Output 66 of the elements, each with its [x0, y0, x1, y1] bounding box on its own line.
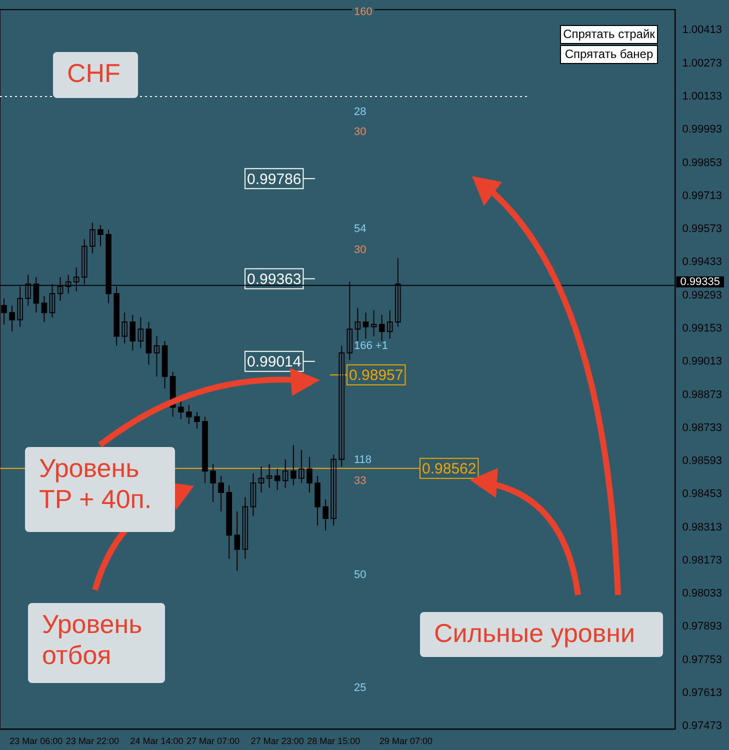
y-tick-label: 0.97893: [682, 620, 722, 633]
y-tick-label: 1.00273: [682, 57, 722, 70]
y-tick-label: 0.98313: [682, 521, 722, 534]
annotation: 30: [354, 244, 366, 256]
candlestick: [266, 464, 272, 488]
y-tick-label: 1.00133: [682, 90, 722, 103]
y-tick-label: 0.98873: [682, 388, 722, 401]
annotation: 30: [354, 126, 366, 138]
y-tick-label: 0.97753: [682, 654, 722, 666]
annotation: Сильные уровни: [420, 612, 663, 657]
candlestick: [354, 307, 361, 342]
candlestick: [250, 473, 256, 517]
candlestick: [122, 312, 128, 344]
annotation: 33: [354, 475, 366, 488]
annotation: 54: [354, 223, 366, 236]
ref-line-label: 0.98957: [349, 366, 404, 384]
candlestick: [386, 310, 393, 340]
annotation: 118: [354, 454, 372, 466]
annotation: 28: [354, 106, 366, 118]
candlestick: [90, 222, 96, 254]
ref-line-label: 0.99786: [247, 170, 302, 188]
y-tick-label: 0.99713: [682, 190, 722, 202]
y-tick-label: 0.99293: [682, 289, 722, 302]
annotation: 160: [354, 6, 372, 18]
candlestick: [242, 496, 248, 560]
y-tick-label: 0.97473: [682, 720, 722, 732]
annotation: 50: [354, 569, 366, 582]
x-tick-label: 24 Mar 14:00: [130, 736, 184, 746]
candlestick: [330, 454, 337, 526]
y-tick-label: 0.97613: [682, 687, 722, 700]
x-tick-label: 29 Mar 07:00: [379, 736, 432, 746]
annotation: 166 +1: [354, 340, 388, 352]
x-tick-label: 27 Mar 23:00: [250, 736, 304, 746]
x-tick-label: 28 Mar 15:00: [307, 736, 360, 746]
candlestick: [298, 449, 304, 484]
candlestick: [138, 316, 144, 349]
candlestick: [258, 466, 264, 493]
y-tick-label: 0.99433: [682, 256, 722, 268]
candlestick: [282, 458, 288, 488]
annotation: 25: [354, 682, 366, 694]
ref-line-label: 0.99014: [247, 353, 302, 370]
x-tick-label: 23 Mar 06:00: [10, 736, 63, 746]
y-tick-label: 0.98593: [682, 455, 722, 468]
y-tick-label: 0.99993: [682, 124, 722, 136]
y-tick-label: 0.99853: [682, 156, 722, 169]
x-tick-label: 23 Mar 22:00: [66, 736, 119, 746]
y-tick-label: 1.00413: [682, 24, 722, 36]
candlestick: [338, 345, 345, 467]
ref-line-label: 0.99335: [680, 276, 720, 288]
annotation: CHF: [53, 52, 138, 98]
ref-line-label: 0.99363: [247, 270, 302, 288]
ref-line-label: 0.98562: [422, 460, 476, 478]
candlestick: [370, 310, 377, 337]
y-tick-label: 0.98173: [682, 554, 722, 566]
annotation: Уровень отбоя: [28, 603, 165, 683]
annotation: Уровень TP + 40п.: [25, 447, 175, 532]
y-tick-label: 0.99013: [682, 356, 722, 368]
annotation: Спрятать банер: [560, 45, 658, 64]
y-tick-label: 0.98453: [682, 488, 722, 500]
candlestick: [154, 336, 160, 377]
y-tick-label: 0.98033: [682, 588, 722, 600]
annotation: Спрятать страйк: [560, 25, 658, 44]
y-tick-label: 0.98733: [682, 422, 722, 434]
x-tick-label: 27 Mar 07:00: [186, 736, 240, 746]
y-tick-label: 0.99573: [682, 223, 722, 236]
y-tick-label: 0.99153: [682, 322, 722, 334]
